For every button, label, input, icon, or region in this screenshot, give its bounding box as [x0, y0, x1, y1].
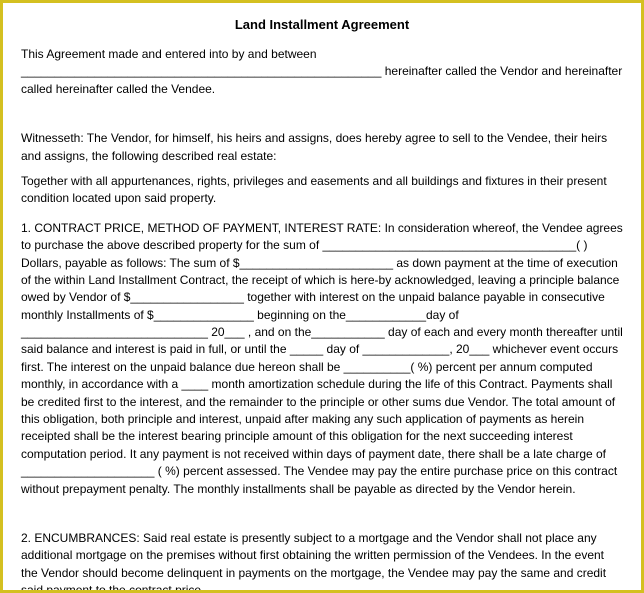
section-1: 1. CONTRACT PRICE, METHOD OF PAYMENT, IN… — [21, 220, 623, 498]
witnesseth-paragraph: Witnesseth: The Vendor, for himself, his… — [21, 130, 623, 165]
intro-paragraph: This Agreement made and entered into by … — [21, 46, 623, 98]
spacer — [21, 510, 623, 530]
document-page: Land Installment Agreement This Agreemen… — [0, 0, 644, 593]
section-2: 2. ENCUMBRANCES: Said real estate is pre… — [21, 530, 623, 593]
spacer — [21, 110, 623, 130]
document-title: Land Installment Agreement — [21, 17, 623, 32]
together-paragraph: Together with all appurtenances, rights,… — [21, 173, 623, 208]
